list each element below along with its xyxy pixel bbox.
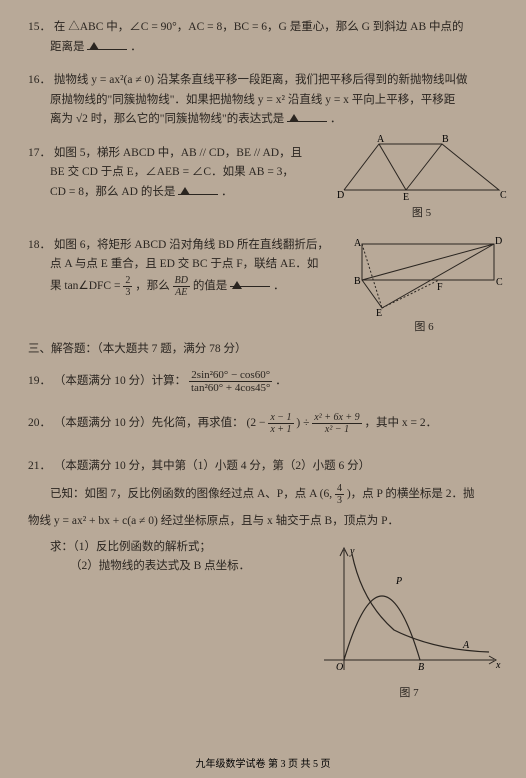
vertex-label: B xyxy=(442,134,449,145)
axis-label: y xyxy=(349,546,355,557)
qtext: 果 tan∠DFC = xyxy=(50,280,123,292)
fraction: 4 3 xyxy=(335,483,344,506)
qtext: 的值是 xyxy=(193,280,228,292)
qtext: 原抛物线的"同簇抛物线"．如果把抛物线 y = x² 沿直线 y = x 平向上… xyxy=(50,94,455,106)
vertex-label: D xyxy=(337,190,344,201)
fraction: 2sin²60° − cos60° tan²60° + 4cos45° xyxy=(189,369,272,394)
fraction: x − 1 x + 1 xyxy=(268,412,293,435)
qtext: ． xyxy=(221,186,233,198)
figure-5: A B C D E 图 5 xyxy=(334,132,509,223)
point-label: A xyxy=(462,640,470,651)
vertex-label: B xyxy=(354,276,361,287)
fraction: BD AE xyxy=(173,275,190,298)
qtext: ，那么 xyxy=(135,280,172,292)
figure-label: 图 6 xyxy=(344,318,504,337)
question-21: 21． （本题满分 10 分，其中第（1）小题 4 分，第（2）小题 6 分） … xyxy=(28,457,504,576)
vertex-label: D xyxy=(495,236,502,247)
qtext: BE 交 CD 于点 E，∠AEB = ∠C．如果 AB = 3， xyxy=(50,166,294,178)
qnum: 20． xyxy=(28,418,51,430)
answer-blank xyxy=(87,38,127,50)
qtext: ． xyxy=(273,280,285,292)
vertex-label: C xyxy=(496,277,503,288)
qnum: 15． xyxy=(28,21,51,33)
section-header: 三、解答题：（本大题共 7 题，满分 78 分） xyxy=(28,340,504,360)
fraction: x² + 6x + 9 x² − 1 xyxy=(312,412,361,435)
qtext: （本题满分 10 分）计算： xyxy=(54,376,186,388)
answer-blank xyxy=(178,183,218,195)
qtext: 在 △ABC 中，∠C = 90°，AC = 8，BC = 6，G 是重心，那么… xyxy=(54,21,464,33)
qnum: 19． xyxy=(28,376,51,388)
qnum: 18． xyxy=(28,239,51,251)
qtext: 抛物线 y = ax²(a ≠ 0) 沿某条直线平移一段距离，我们把平移后得到的… xyxy=(54,74,468,86)
vertex-label: A xyxy=(377,134,385,145)
point-label: P xyxy=(395,576,402,587)
qtext: ． xyxy=(130,41,142,53)
figure-label: 图 7 xyxy=(314,684,504,703)
axis-label: x xyxy=(495,660,501,671)
qtext: 如图 5，梯形 ABCD 中，AB // CD，BE // AD，且 xyxy=(54,147,302,159)
question-16: 16． 抛物线 y = ax²(a ≠ 0) 沿某条直线平移一段距离，我们把平移… xyxy=(28,71,504,130)
qtext: 点 A 与点 E 重合，且 ED 交 BC 于点 F，联结 AE．如 xyxy=(50,258,318,270)
point-label: B xyxy=(418,662,424,673)
question-20: 20． （本题满分 10 分）先化简，再求值： (2 − x − 1 x + 1… xyxy=(28,412,504,435)
question-17: 17． 如图 5，梯形 ABCD 中，AB // CD，BE // AD，且 B… xyxy=(28,144,504,222)
qnum: 16． xyxy=(28,74,51,86)
qtext: 物线 y = ax² + bx + c(a ≠ 0) 经过坐标原点，且与 x 轴… xyxy=(28,515,399,527)
qnum: 21． xyxy=(28,460,51,472)
vertex-label: A xyxy=(354,238,362,249)
answer-blank xyxy=(230,275,270,287)
qnum: 17． xyxy=(28,147,51,159)
qtext: ． xyxy=(275,376,287,388)
qtext: 距离是 xyxy=(50,41,85,53)
answer-blank xyxy=(287,110,327,122)
qtext: ，其中 x = 2． xyxy=(365,418,438,430)
qtext: （2）抛物线的表达式及 B 点坐标． xyxy=(70,560,250,572)
question-19: 19． （本题满分 10 分）计算： 2sin²60° − cos60° tan… xyxy=(28,369,504,394)
exam-page: 15． 在 △ABC 中，∠C = 90°，AC = 8，BC = 6，G 是重… xyxy=(0,0,526,778)
qtext: CD = 8，那么 AD 的长是 xyxy=(50,186,175,198)
figure-7: O x y P A B 图 7 xyxy=(314,542,504,703)
question-18: 18． 如图 6，将矩形 ABCD 沿对角线 BD 所在直线翻折后， 点 A 与… xyxy=(28,236,504,326)
vertex-label: E xyxy=(403,192,409,202)
fraction: 2 3 xyxy=(123,275,132,298)
qtext: 离为 √2 时，那么它的"同簇抛物线"的表达式是 xyxy=(50,113,284,125)
vertex-label: F xyxy=(437,282,443,293)
qtext: )，点 P 的横坐标是 2．抛 xyxy=(347,488,475,500)
qtext: 已知：如图 7，反比例函数的图像经过点 A、P，点 A (6, xyxy=(50,488,335,500)
qtext: ) ÷ xyxy=(296,418,312,430)
axis-label: O xyxy=(336,662,343,673)
qtext: （本题满分 10 分，其中第（1）小题 4 分，第（2）小题 6 分） xyxy=(54,460,370,472)
qtext: ． xyxy=(330,113,342,125)
qtext: （本题满分 10 分）先化简，再求值： xyxy=(54,418,244,430)
question-15: 15． 在 △ABC 中，∠C = 90°，AC = 8，BC = 6，G 是重… xyxy=(28,18,504,57)
page-footer: 九年级数学试卷 第 3 页 共 5 页 xyxy=(0,755,526,770)
qtext: (2 − xyxy=(247,418,269,430)
figure-6: A D B C E F 图 6 xyxy=(344,234,504,337)
qtext: 如图 6，将矩形 ABCD 沿对角线 BD 所在直线翻折后， xyxy=(54,239,329,251)
vertex-label: C xyxy=(500,190,507,201)
qtext: 求：（1）反比例函数的解析式； xyxy=(50,541,211,553)
vertex-label: E xyxy=(376,308,382,316)
figure-label: 图 5 xyxy=(334,204,509,223)
